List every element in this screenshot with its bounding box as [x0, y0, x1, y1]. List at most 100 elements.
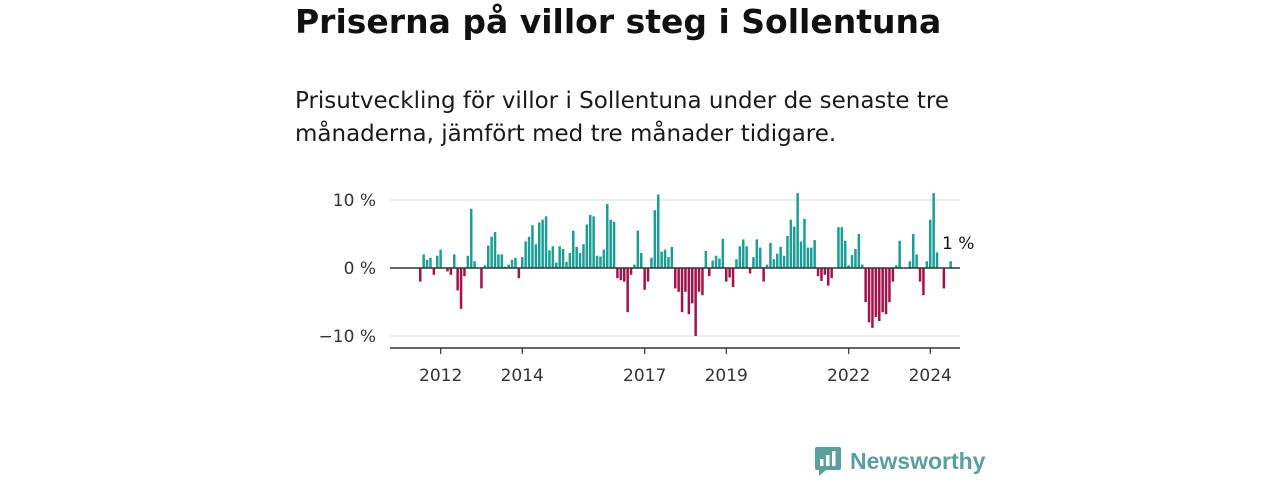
bar	[782, 255, 786, 268]
bar	[694, 268, 697, 336]
bar	[684, 268, 687, 292]
bar	[874, 268, 878, 317]
bar	[854, 248, 857, 268]
bar	[514, 257, 517, 268]
bar	[840, 227, 844, 268]
bar	[670, 246, 674, 268]
bar	[599, 256, 602, 268]
bar	[510, 259, 514, 268]
bar	[735, 259, 738, 268]
bar	[704, 251, 708, 268]
axis-labels: 10 % 0 % −10 % 2012 2014 2017 2019 2022 2024 1 %	[319, 191, 975, 386]
bar	[742, 239, 745, 268]
bar	[466, 255, 470, 268]
bar	[929, 219, 932, 268]
bar	[565, 261, 568, 268]
x-tick-label: 2019	[705, 366, 748, 386]
bar	[796, 193, 799, 268]
bar	[432, 268, 436, 275]
bar	[891, 268, 895, 282]
y-tick-label: 0 %	[344, 259, 376, 279]
bar	[589, 214, 592, 268]
bar	[925, 261, 929, 268]
bar	[793, 226, 796, 268]
axes	[390, 267, 960, 354]
bar	[609, 219, 612, 268]
bar	[895, 265, 898, 268]
bar	[762, 268, 765, 282]
bar	[827, 268, 830, 286]
bar	[480, 268, 483, 289]
bar	[660, 251, 663, 268]
bar	[439, 249, 442, 268]
bar	[527, 236, 531, 268]
bar	[548, 250, 551, 268]
bar	[646, 268, 650, 282]
bar	[867, 268, 871, 323]
bar	[731, 268, 735, 288]
bar	[572, 230, 575, 268]
bar	[755, 239, 759, 268]
bar	[500, 254, 504, 268]
bar	[949, 261, 952, 268]
bar	[748, 268, 752, 274]
bar	[878, 268, 881, 322]
bar	[507, 264, 510, 268]
bar	[544, 216, 548, 268]
bar	[521, 257, 524, 268]
bar	[738, 246, 742, 268]
bar	[473, 261, 476, 268]
bar	[653, 210, 657, 268]
bar	[779, 246, 782, 268]
newsworthy-logo-icon	[815, 447, 841, 476]
bar	[728, 268, 731, 278]
bar	[531, 225, 534, 268]
bar	[429, 257, 432, 268]
bar	[602, 249, 606, 268]
bar	[538, 222, 541, 268]
bars	[419, 193, 952, 336]
bar	[810, 247, 813, 268]
bar	[820, 268, 823, 281]
bar	[453, 254, 456, 268]
bar	[844, 240, 847, 268]
bar	[725, 268, 728, 282]
bar	[534, 244, 538, 268]
chart-subtitle: Prisutveckling för villor i Sollentuna u…	[295, 88, 950, 147]
bar	[612, 221, 616, 268]
bar	[759, 247, 762, 268]
bar	[629, 268, 633, 275]
latest-value-label: 1 %	[942, 234, 974, 254]
bar	[643, 268, 646, 290]
bar	[915, 254, 918, 268]
bar	[677, 268, 680, 292]
bar	[456, 268, 459, 291]
bar	[932, 193, 935, 268]
bar	[555, 262, 558, 268]
bar	[786, 236, 789, 268]
bar	[558, 246, 561, 268]
bar	[918, 268, 922, 282]
bar	[419, 268, 422, 282]
bar	[626, 268, 629, 313]
bar	[871, 268, 874, 328]
bar	[449, 268, 453, 275]
bar	[721, 238, 725, 268]
bar	[884, 268, 888, 315]
bar	[864, 268, 867, 302]
bar	[633, 264, 636, 268]
bar	[640, 253, 643, 268]
bar	[582, 244, 585, 268]
y-tick-label: 10 %	[333, 191, 376, 211]
bar	[650, 257, 653, 268]
x-tick-label: 2012	[419, 366, 462, 386]
bar	[789, 219, 793, 268]
bar	[837, 227, 840, 268]
bar	[524, 241, 527, 268]
bar	[459, 268, 463, 309]
bar	[714, 255, 718, 268]
bar	[575, 246, 578, 268]
bar	[657, 194, 660, 268]
bar	[616, 268, 619, 279]
bar	[592, 216, 595, 268]
